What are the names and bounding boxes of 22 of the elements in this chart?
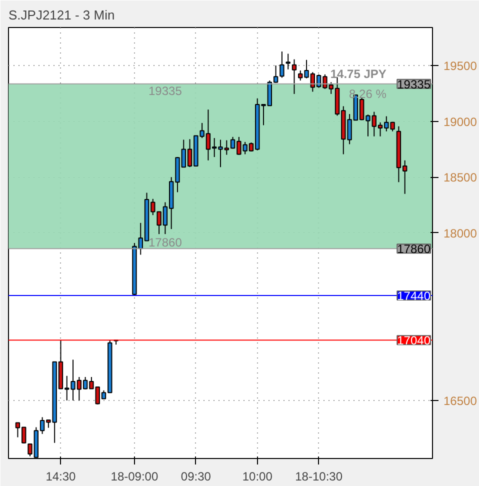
annotation: 19335: [148, 84, 182, 98]
ref-line-label: 17860: [397, 242, 431, 256]
x-tick-label: 18-10:30: [295, 470, 343, 484]
ref-line-label: 17040: [397, 334, 431, 348]
candlestick: [280, 51, 284, 78]
x-tick-label: 10:00: [242, 470, 273, 484]
ref-line-label: 19335: [397, 77, 431, 92]
y-tick-label: 19500: [444, 58, 478, 73]
annotation: 14.75 JPY: [330, 66, 386, 81]
annotation: 8.26 %: [349, 86, 387, 101]
ref-line-label: 17440: [397, 288, 431, 303]
y-tick-label: 18000: [444, 226, 478, 240]
x-tick-label: 18-09:00: [110, 470, 158, 484]
x-tick-label: 14:30: [46, 470, 76, 484]
y-tick-label: 16500: [444, 394, 478, 408]
candlestick: [286, 53, 290, 70]
annotation: 17860: [148, 236, 182, 250]
x-tick-label: 09:30: [180, 470, 212, 484]
candlestick: [292, 58, 297, 94]
chart-title: S.JPJ2121 - 3 Min: [8, 8, 115, 22]
y-tick-label: 18500: [444, 170, 478, 185]
y-tick-label: 19000: [444, 114, 478, 129]
